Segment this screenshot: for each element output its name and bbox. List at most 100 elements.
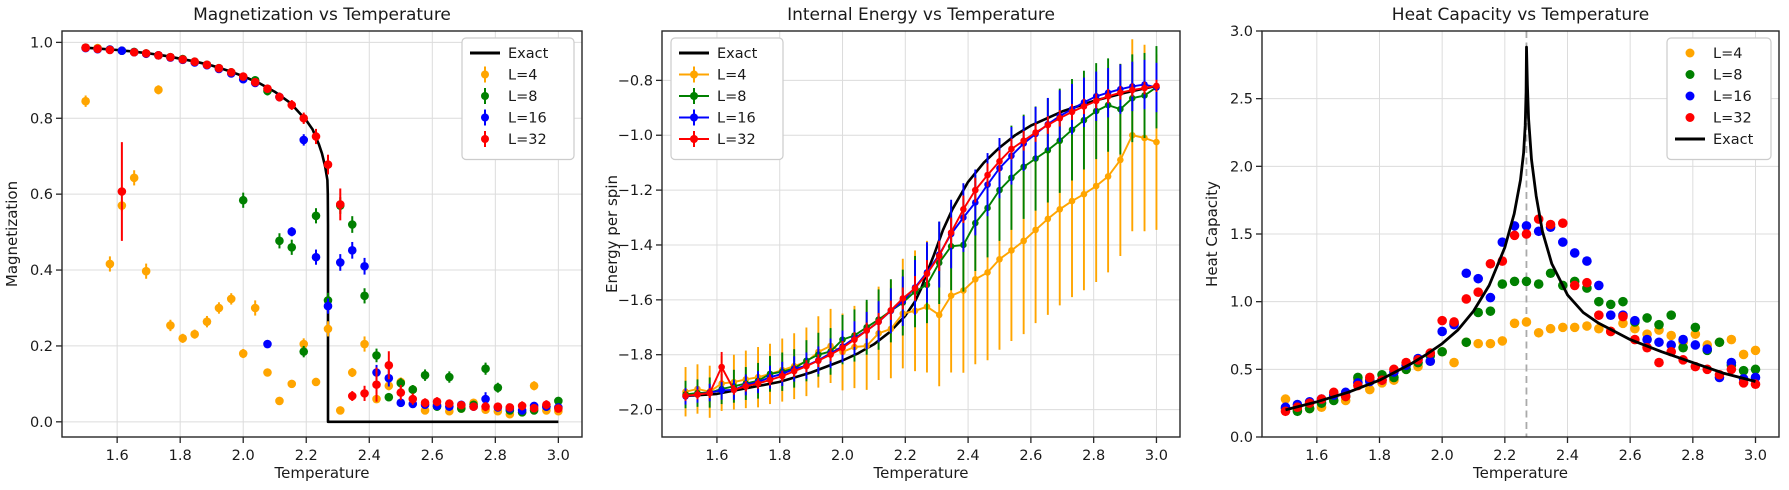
data-point [742, 382, 750, 390]
data-point [238, 349, 248, 358]
data-point [299, 339, 309, 349]
data-point [1690, 322, 1701, 333]
data-point [1750, 364, 1761, 375]
data-point [718, 363, 725, 371]
data-point [1044, 215, 1052, 223]
data-point [129, 47, 139, 57]
data-point [117, 46, 127, 56]
data-point [1117, 156, 1124, 164]
data-point [1437, 346, 1447, 357]
data-point [935, 252, 943, 260]
data-point [1594, 310, 1604, 321]
data-point [1437, 326, 1447, 337]
x-tick-label: 1.6 [1305, 448, 1328, 464]
data-point [1654, 357, 1664, 368]
data-point [456, 400, 466, 410]
data-point [263, 368, 272, 377]
data-point [1569, 322, 1580, 333]
data-point [911, 285, 919, 292]
data-point [803, 362, 810, 370]
chart-title: Internal Energy vs Temperature [787, 5, 1055, 25]
data-point [815, 357, 822, 365]
data-point [287, 227, 297, 237]
x-tick-label: 2.2 [1493, 448, 1516, 464]
series-l-32 [1280, 214, 1761, 417]
data-point [1056, 114, 1064, 122]
data-point [554, 396, 563, 406]
data-point [972, 186, 979, 194]
data-point [299, 113, 309, 123]
data-point [1618, 296, 1628, 307]
data-point [1545, 268, 1556, 279]
data-point [947, 229, 955, 236]
data-point [529, 403, 539, 413]
data-point [542, 400, 551, 410]
data-point [1032, 226, 1039, 234]
data-point [1485, 338, 1496, 349]
x-tick-label: 2.0 [232, 448, 255, 464]
data-point [335, 258, 345, 267]
legend-label: L=32 [1713, 111, 1752, 127]
data-point [1605, 310, 1616, 321]
data-point [1666, 330, 1677, 341]
axis-ticks: 1.6 1.8 2.0 2.2 2.4 2.6 2.8 3.0 −0.8 −1.0 −1.2 −1.4… [618, 73, 1168, 464]
data-point [1128, 86, 1136, 94]
y-tick-label: 0.0 [1230, 430, 1253, 446]
data-point [141, 266, 151, 276]
data-point [287, 242, 297, 252]
y-tick-label: −1.8 [618, 348, 653, 364]
x-tick-label: 1.8 [1368, 448, 1391, 464]
data-point [81, 96, 90, 106]
x-axis-label: Temperature [1472, 464, 1568, 482]
x-tick-label: 2.6 [1619, 448, 1642, 464]
data-point [1533, 279, 1544, 289]
data-point [1485, 306, 1496, 316]
data-point [1558, 218, 1568, 228]
data-point [347, 246, 357, 255]
data-point [347, 220, 357, 229]
x-tick-label: 2.2 [295, 448, 318, 464]
data-point [263, 339, 272, 349]
legend-dot-swatch [1685, 113, 1695, 122]
data-point [1008, 247, 1015, 254]
x-axis-label: Temperature [273, 464, 369, 482]
data-point [287, 100, 297, 110]
data-point [984, 269, 991, 276]
data-point [214, 63, 224, 73]
data-point [863, 327, 870, 334]
legend-dot-swatch [1685, 91, 1695, 101]
data-point [1497, 336, 1508, 346]
data-point [875, 318, 882, 326]
data-point [1364, 384, 1375, 395]
data-point [335, 200, 345, 209]
series-exact [1285, 45, 1756, 412]
data-point [360, 339, 369, 349]
legend-dot-swatch [481, 70, 489, 79]
data-point [839, 344, 846, 352]
data-point [935, 311, 943, 319]
data-point [360, 261, 369, 271]
data-point [129, 173, 139, 183]
magnetization-chart: 1.6 1.8 2.0 2.2 2.4 2.6 2.8 3.0 0.0 0.2 0.4 0.6 0.8 1… [3, 5, 583, 482]
data-point [554, 404, 563, 413]
data-point [1605, 299, 1616, 310]
data-point [984, 171, 991, 179]
legend-label: L=4 [508, 68, 537, 84]
data-point [1726, 334, 1737, 345]
data-point [1141, 84, 1148, 92]
data-point [1473, 273, 1483, 284]
data-point [1594, 323, 1604, 334]
axis-ticks: 1.6 1.8 2.0 2.2 2.4 2.6 2.8 3.0 0.0 0.5 1.0 1.5 2.0 2… [1230, 24, 1767, 464]
legend-dot-swatch [481, 135, 489, 143]
data-point [154, 50, 163, 60]
data-point [1594, 296, 1604, 307]
x-tick-label: 2.0 [1431, 448, 1454, 464]
legend-label: L=16 [1713, 89, 1752, 105]
y-tick-label: 2.0 [1230, 159, 1253, 175]
data-point [1618, 318, 1628, 329]
data-point [1092, 97, 1100, 105]
x-tick-label: 2.0 [831, 448, 854, 464]
axes-spines [661, 30, 1181, 438]
legend: Exact L=4 L=8 L=16 L=32 [670, 37, 784, 161]
data-point [1642, 313, 1652, 323]
